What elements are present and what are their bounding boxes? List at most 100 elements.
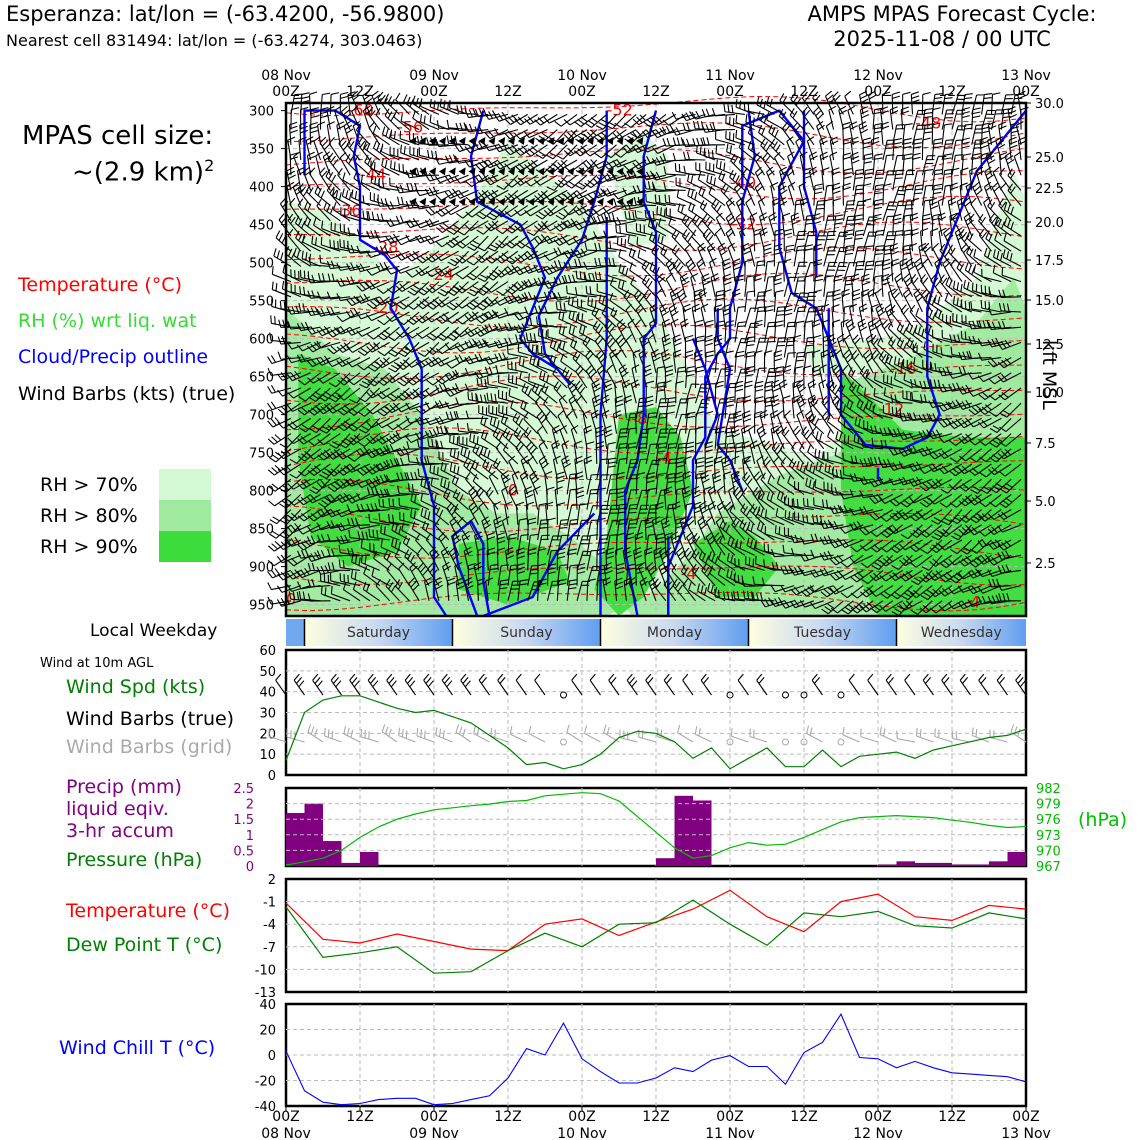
- wind-barb-flag: [353, 295, 360, 303]
- wind-barb-flag: [435, 584, 443, 590]
- wind-barb-flag: [662, 138, 667, 147]
- wind-barb-flag: [306, 554, 312, 562]
- wind-barb-flag: [320, 534, 325, 543]
- wind-barb-flag: [484, 378, 487, 387]
- wind-barb-flag: [494, 144, 500, 153]
- wind-barb-staff: [614, 580, 618, 601]
- wind-barb-flag: [447, 290, 455, 296]
- wind-barb-staff: [488, 326, 509, 333]
- wind-barb-staff: [713, 307, 716, 328]
- wind-barb-flag: [622, 379, 630, 385]
- wind-barb-flag: [632, 250, 636, 259]
- wind-barb-flag: [652, 147, 659, 154]
- wind-barb-flag: [423, 115, 426, 124]
- wind-barb-flag: [478, 353, 483, 362]
- wind-barb-flag: [435, 241, 443, 248]
- wind-barb-staff: [369, 536, 390, 541]
- wind-barb-staff: [670, 322, 677, 343]
- wind-barb-staff: [359, 250, 380, 254]
- wind-barb-flag: [472, 473, 478, 482]
- wind-barb-flag: [297, 544, 304, 551]
- wind-barb-flag: [362, 581, 367, 590]
- wind-barb-flag: [303, 166, 311, 173]
- wind-barb-staff: [353, 177, 371, 191]
- wind-barb-staff: [389, 185, 410, 191]
- wind-barb-flag: [517, 282, 524, 290]
- wind-barb-flag: [645, 193, 647, 202]
- wind-barb-flag: [366, 437, 373, 445]
- wind-barb-flag: [392, 433, 400, 440]
- wind-barb-flag: [380, 332, 388, 338]
- wind-barb-flag: [405, 436, 412, 443]
- wind-barb-flag: [300, 186, 307, 194]
- wind-barb-flag: [425, 532, 432, 541]
- wind-barb-flag: [332, 201, 337, 210]
- wind-barb-flag: [639, 114, 647, 121]
- wind-barb-flag: [370, 160, 372, 169]
- wind-barb-staff: [484, 235, 499, 252]
- wind-barb-staff: [313, 224, 331, 237]
- wind-barb-flag: [487, 130, 495, 138]
- wind-barb-flag: [360, 174, 364, 183]
- wind-barb-flag: [686, 138, 690, 147]
- wind-barb-staff: [476, 580, 479, 601]
- wind-barb-flag: [485, 577, 494, 582]
- wind-barb-flag: [429, 565, 436, 573]
- wind-barb-flag: [327, 273, 331, 282]
- wind-barb-staff: [625, 340, 637, 358]
- wind-barb-staff: [693, 292, 697, 313]
- wind-barb-flag: [529, 572, 539, 575]
- wind-barb-flag: [540, 518, 549, 521]
- wind-barb-staff: [340, 111, 351, 130]
- wind-barb-flag: [683, 165, 686, 174]
- wind-barb-flag: [373, 464, 380, 471]
- wind-barb-flag: [465, 472, 471, 480]
- wind-barb-flag: [604, 570, 613, 575]
- wind-barb-flag: [515, 415, 521, 424]
- wind-barb-flag: [418, 431, 425, 439]
- wind-barb-flag: [635, 144, 642, 152]
- wind-barb-flag: [366, 391, 373, 399]
- wind-barb-flag: [524, 486, 533, 491]
- wind-barb-flag: [651, 349, 659, 354]
- wind-barb-flag: [275, 230, 281, 239]
- wind-barb-flag: [475, 317, 482, 324]
- wind-barb-staff: [362, 110, 371, 130]
- wind-barb-staff: [453, 496, 469, 511]
- wind-barb-flag: [700, 303, 709, 309]
- wind-barb-staff: [341, 357, 361, 367]
- wind-barb-flag: [338, 137, 345, 144]
- wind-barb-staff: [293, 255, 311, 267]
- wind-barb-flag: [613, 152, 622, 158]
- wind-barb-staff: [404, 342, 420, 357]
- wind-barb-flag: [552, 425, 560, 430]
- wind-barb-flag: [685, 258, 693, 265]
- wind-barb-flag: [320, 549, 325, 558]
- wind-barb-staff: [432, 511, 450, 526]
- top-hour-label: 12Z: [642, 84, 669, 100]
- wind-barb-flag: [385, 376, 393, 384]
- wind-barb-flag: [416, 457, 420, 466]
- wind-barb-flag: [500, 470, 509, 477]
- wind-barb-flag: [435, 254, 442, 261]
- wind-barb-flag: [370, 363, 379, 370]
- wind-barb-flag: [514, 179, 521, 186]
- wind-barb-flag: [528, 521, 537, 525]
- wind-barb-staff: [320, 580, 341, 587]
- wind-barb-flag: [577, 118, 585, 125]
- wind-barb-staff: [300, 326, 321, 332]
- wind-barb-staff: [275, 448, 292, 463]
- wind-barb-flag: [470, 489, 477, 497]
- wind-barb-staff: [672, 585, 687, 602]
- wind-barb-flag: [456, 585, 465, 590]
- wind-barb-staff: [373, 296, 390, 310]
- wind-barb-flag: [342, 172, 346, 181]
- wind-barb-flag: [691, 111, 697, 120]
- wind-barb-flag: [582, 326, 586, 335]
- wind-barb-flag: [344, 534, 349, 543]
- wind-barb-staff: [694, 352, 697, 373]
- wind-barb-staff: [581, 129, 598, 144]
- wind-barb-flag: [652, 516, 660, 521]
- wind-barb-staff: [688, 209, 706, 222]
- wind-barb-staff: [668, 308, 677, 328]
